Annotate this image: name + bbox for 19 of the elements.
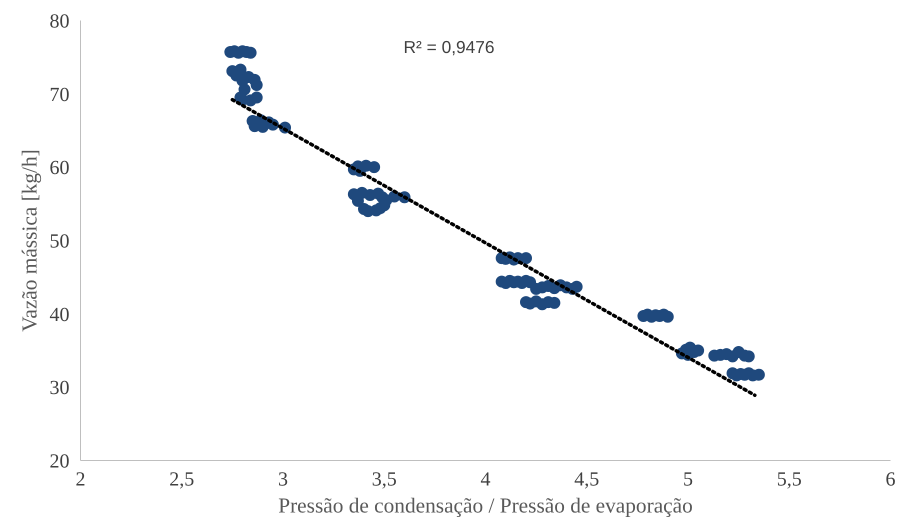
y-tick-label: 80 xyxy=(50,10,70,32)
y-tick-label: 60 xyxy=(50,157,70,180)
x-tick-label: 2 xyxy=(76,468,86,490)
y-tick-label: 40 xyxy=(50,304,70,326)
x-tick-label: 4 xyxy=(480,468,490,490)
y-tick-label: 20 xyxy=(50,450,70,472)
y-axis-title: Vazão mássica [kg/h] xyxy=(18,149,42,332)
x-tick-label: 3,5 xyxy=(372,468,397,490)
x-tick-label: 2,5 xyxy=(169,468,194,490)
y-tick-label: 70 xyxy=(50,84,70,106)
y-tick-label: 30 xyxy=(50,377,70,400)
x-tick-label: 5 xyxy=(683,468,693,490)
x-tick-label: 3 xyxy=(278,468,288,490)
x-tick-label: 6 xyxy=(886,468,896,490)
x-axis-title: Pressão de condensação / Pressão de evaporação xyxy=(278,494,693,518)
x-tick-label: 5,5 xyxy=(776,468,802,490)
y-tick-label: 50 xyxy=(50,230,70,252)
annotation: R² = 0,9476 xyxy=(404,36,495,57)
x-tick-label: 4,5 xyxy=(574,468,600,490)
